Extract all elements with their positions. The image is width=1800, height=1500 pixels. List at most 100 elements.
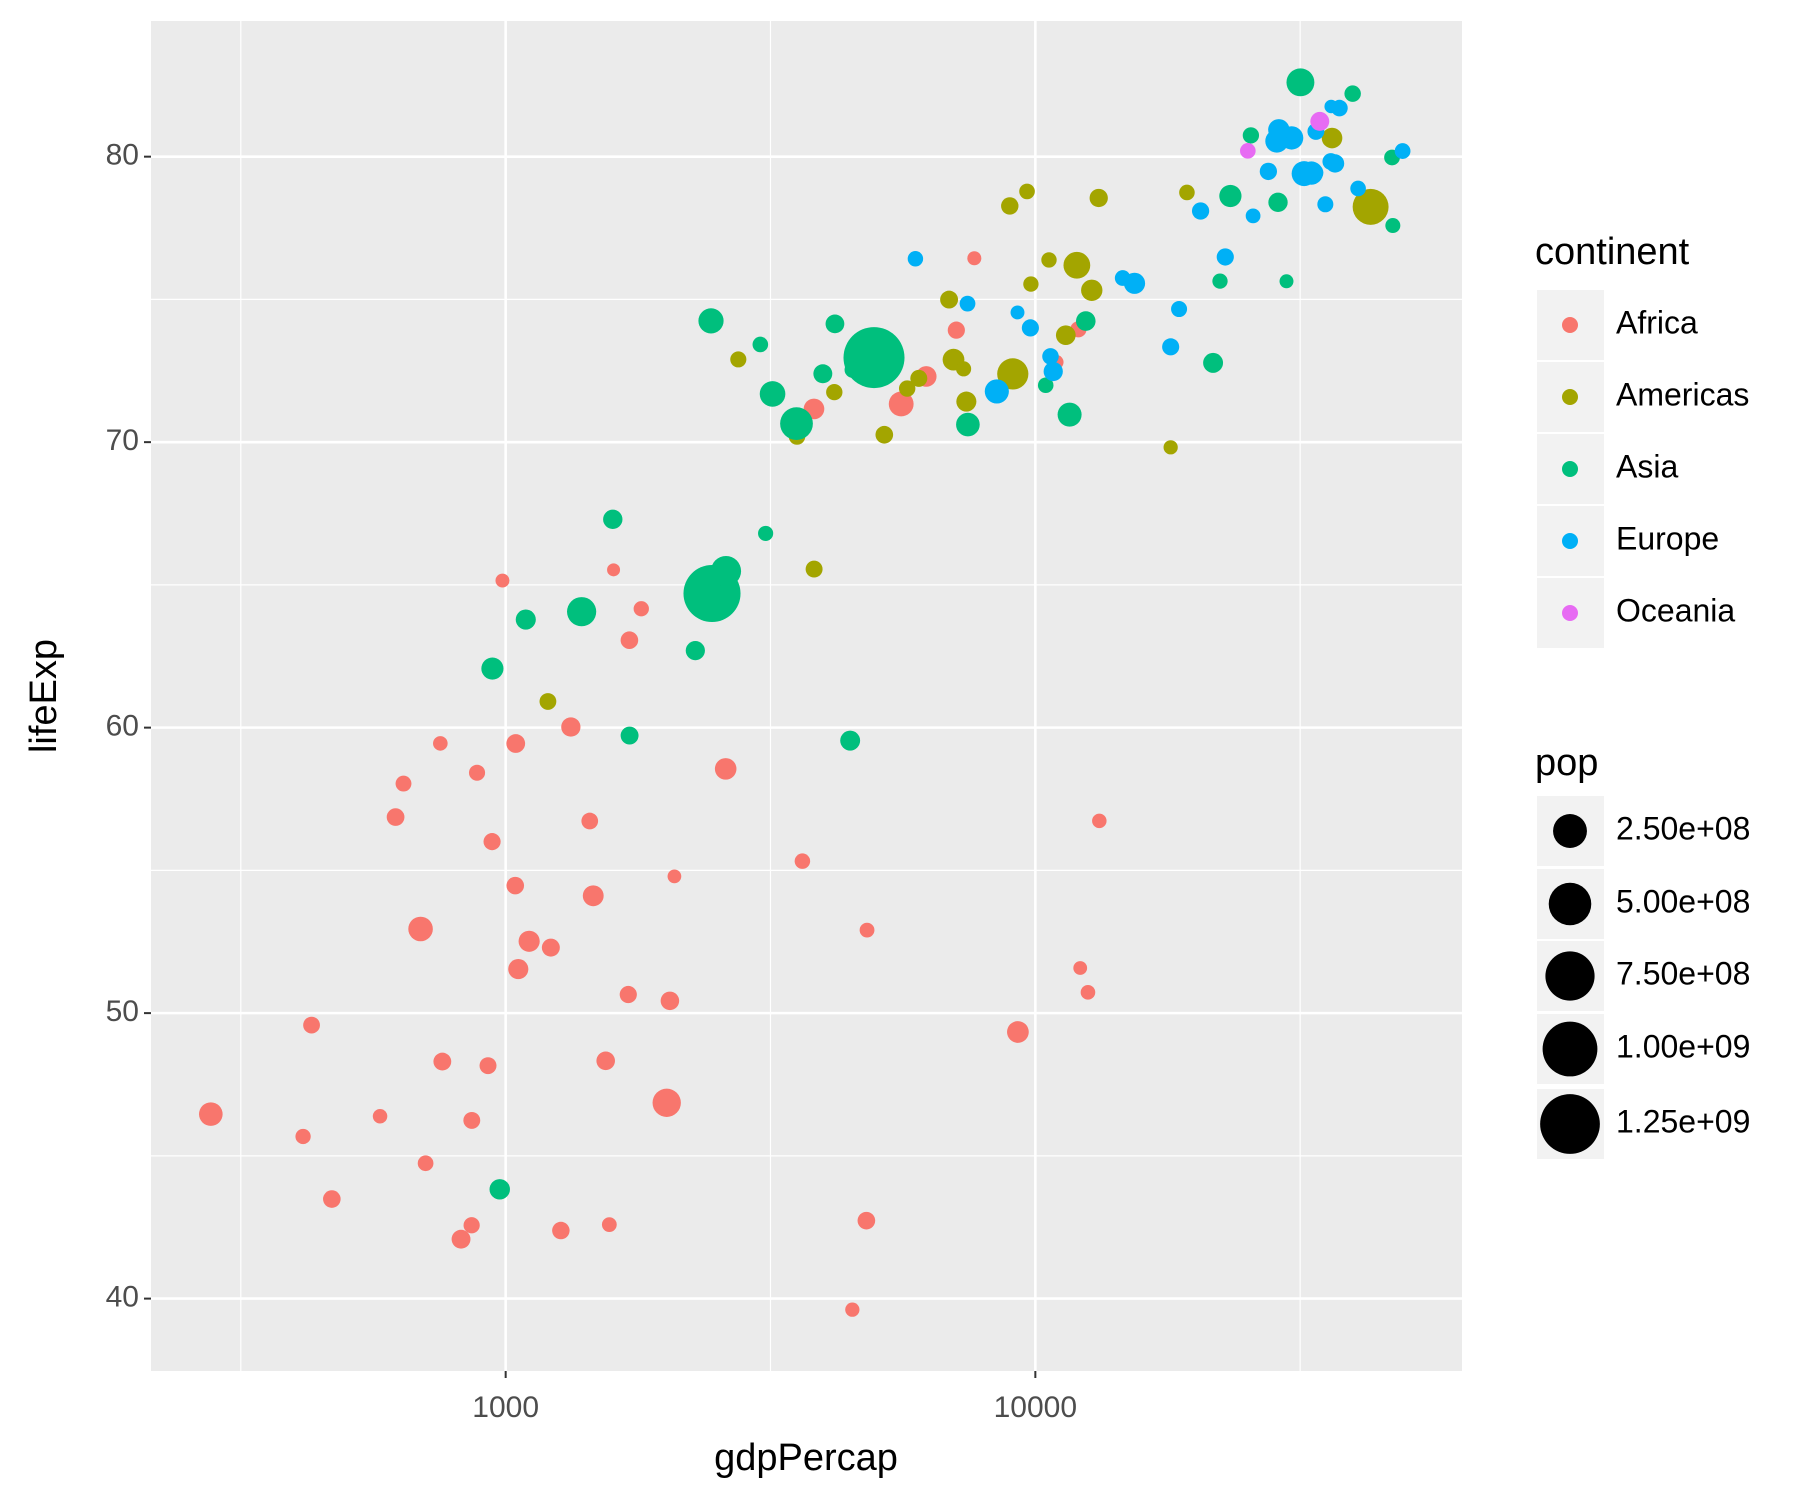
point	[959, 295, 976, 312]
point	[567, 597, 597, 627]
point	[463, 1217, 480, 1234]
point	[1080, 985, 1096, 1000]
legend-title: pop	[1535, 742, 1598, 784]
point	[1037, 377, 1054, 394]
point	[596, 1051, 615, 1071]
y-tick-label: 40	[106, 1281, 139, 1314]
legend-label: 2.50e+08	[1616, 810, 1750, 846]
point	[1023, 276, 1039, 292]
point	[1092, 813, 1107, 829]
legend-size-key	[1540, 1094, 1600, 1154]
point	[303, 1016, 320, 1034]
x-tick-label: 10000	[994, 1391, 1077, 1424]
point	[199, 1102, 223, 1126]
point	[667, 869, 682, 884]
point	[947, 321, 965, 339]
point	[1057, 402, 1082, 427]
legend-label: Oceania	[1616, 592, 1735, 628]
point	[1268, 192, 1288, 213]
point	[845, 1302, 860, 1317]
legend-label: Asia	[1616, 448, 1678, 484]
legend-size-key	[1542, 1021, 1598, 1077]
x-axis-title: gdpPercap	[714, 1437, 898, 1479]
point	[1162, 338, 1180, 356]
x-tick-label: 1000	[472, 1391, 539, 1424]
point	[1042, 348, 1059, 365]
point	[888, 391, 914, 417]
y-tick-label: 70	[106, 424, 139, 457]
legend-swatch	[1562, 461, 1578, 477]
point	[386, 808, 405, 826]
point	[451, 1229, 471, 1249]
point	[607, 563, 621, 577]
point	[601, 1217, 617, 1232]
point	[633, 601, 649, 617]
point	[552, 1221, 570, 1240]
point	[1331, 99, 1348, 117]
point	[843, 327, 905, 389]
point	[1179, 184, 1195, 201]
point	[813, 364, 833, 384]
point	[714, 758, 737, 780]
point	[372, 1108, 388, 1124]
point	[1063, 251, 1091, 279]
point	[1240, 143, 1256, 159]
point	[956, 412, 980, 437]
legend-swatch	[1562, 605, 1578, 621]
point	[844, 361, 861, 378]
point	[1268, 119, 1290, 141]
point	[984, 379, 1009, 404]
point	[323, 1190, 341, 1208]
legend-title: continent	[1535, 231, 1690, 273]
point	[1212, 273, 1228, 289]
legend-label: 1.25e+09	[1616, 1103, 1750, 1139]
point	[997, 358, 1029, 390]
legend-label: 1.00e+09	[1616, 1028, 1750, 1064]
point	[1123, 272, 1146, 294]
point	[620, 726, 639, 745]
point	[759, 381, 786, 407]
point	[1041, 252, 1057, 268]
point	[907, 251, 924, 267]
point	[898, 380, 916, 397]
legend-label: Americas	[1616, 376, 1749, 412]
point	[1279, 274, 1294, 289]
point	[1007, 1021, 1029, 1043]
point	[620, 631, 639, 650]
point	[794, 853, 811, 869]
point	[561, 717, 581, 737]
y-tick-label: 80	[106, 139, 139, 172]
point	[1216, 248, 1234, 266]
point	[1350, 180, 1366, 197]
point	[859, 922, 875, 938]
legend-label: 7.50e+08	[1616, 955, 1750, 991]
legend-size-key	[1545, 951, 1595, 1001]
point	[1219, 184, 1242, 208]
legend-swatch	[1562, 533, 1578, 549]
point	[940, 290, 959, 309]
legend-label: Europe	[1616, 520, 1719, 556]
point	[1321, 127, 1343, 149]
legend-size-key	[1548, 882, 1592, 926]
point	[1242, 127, 1260, 144]
point	[1021, 319, 1039, 337]
point	[603, 509, 623, 529]
point	[1073, 961, 1088, 975]
point	[433, 736, 448, 751]
point	[660, 991, 680, 1011]
point	[780, 407, 813, 440]
point	[956, 361, 972, 377]
point	[1089, 188, 1108, 208]
point	[1286, 68, 1315, 97]
point	[1001, 197, 1019, 215]
point	[581, 812, 599, 830]
point	[685, 641, 705, 661]
point	[417, 1155, 434, 1172]
point	[433, 1052, 452, 1071]
point	[481, 657, 504, 680]
point	[1081, 279, 1103, 301]
point	[295, 1128, 311, 1145]
point	[1203, 352, 1224, 373]
point	[489, 1179, 510, 1200]
